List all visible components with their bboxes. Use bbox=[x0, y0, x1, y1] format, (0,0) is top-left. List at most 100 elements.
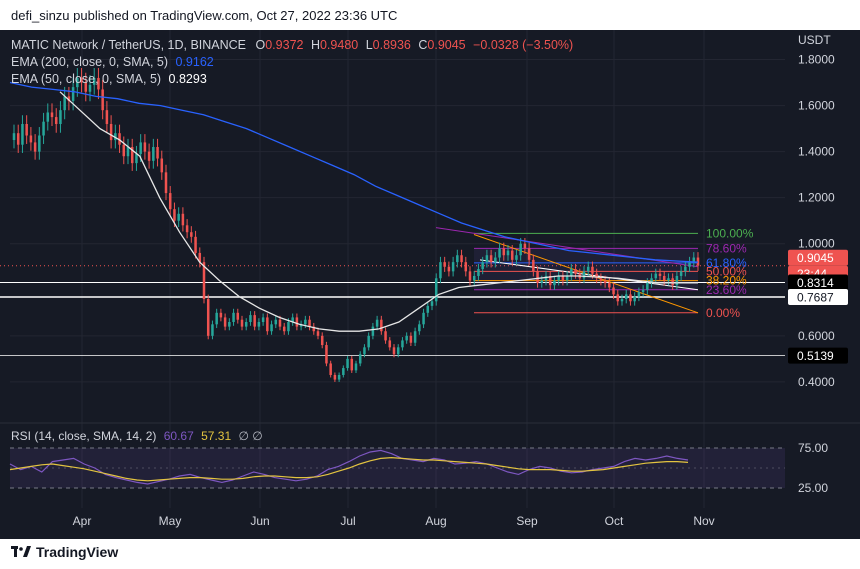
candle-body bbox=[80, 77, 83, 83]
candle-body bbox=[519, 243, 522, 256]
rsi-legend: RSI (14, close, SMA, 14, 2) 60.67 57.31 … bbox=[11, 429, 263, 443]
candle-body bbox=[460, 255, 463, 263]
candle-body bbox=[291, 317, 294, 323]
candle-body bbox=[570, 269, 573, 276]
time-axis[interactable]: Apr May Jun Jul Aug Sep Oct Nov bbox=[73, 514, 715, 528]
axis-currency: USDT bbox=[798, 33, 831, 47]
grid bbox=[10, 30, 785, 508]
time-tick-3: Jul bbox=[340, 514, 355, 528]
svg-text:RSI (14, close, SMA, 14, 2): RSI (14, close, SMA, 14, 2) 60.67 57.31 … bbox=[11, 429, 263, 443]
price-label-4: 0.5139 bbox=[797, 349, 834, 363]
candle-body bbox=[392, 347, 396, 355]
candle-body bbox=[333, 374, 337, 380]
candle-body bbox=[59, 110, 62, 124]
candle-body bbox=[498, 248, 501, 258]
candle-body bbox=[325, 345, 328, 364]
rsi-sma-line bbox=[9, 456, 689, 482]
price-chart[interactable]: 100.00%78.60%61.80%50.00%38.20%23.60% 0.0… bbox=[0, 30, 860, 539]
rsi-extra: ∅ ∅ bbox=[238, 429, 262, 443]
candle-body bbox=[489, 255, 493, 263]
fib-label-4: 38.20% bbox=[706, 274, 747, 288]
candle-body bbox=[88, 84, 92, 92]
candle-body bbox=[304, 319, 307, 325]
candle-body bbox=[434, 278, 438, 302]
rsi-line bbox=[9, 449, 689, 485]
candle-body bbox=[422, 312, 425, 325]
trendline-orange[interactable] bbox=[473, 234, 699, 314]
candle-body bbox=[329, 363, 332, 375]
candle-body bbox=[536, 271, 539, 283]
candle-body bbox=[662, 275, 666, 281]
candle-body bbox=[101, 89, 104, 111]
rsi-band bbox=[10, 448, 785, 488]
candle-body bbox=[532, 259, 535, 272]
legend-symbol: MATIC Network / TetherUS, 1D, BINANCE bbox=[11, 38, 246, 52]
legend-change: −0.0328 (−3.50%) bbox=[473, 38, 573, 52]
candle-body bbox=[118, 133, 121, 145]
candle-body bbox=[84, 82, 88, 92]
candle-body bbox=[354, 363, 358, 371]
price-axis[interactable]: 1.8000 1.6000 1.4000 1.2000 1.0000 0.6000 0.40… bbox=[788, 53, 848, 389]
rsi-value: 60.67 bbox=[164, 429, 194, 443]
candle-body bbox=[494, 257, 497, 263]
candle-body bbox=[206, 298, 210, 336]
candle-body bbox=[287, 322, 290, 332]
candle-body bbox=[667, 278, 670, 281]
candle-body bbox=[54, 117, 58, 124]
tradingview-logo[interactable]: TradingView bbox=[11, 544, 118, 560]
candle-body bbox=[215, 312, 218, 325]
candle-body bbox=[50, 112, 54, 118]
ema200-label: EMA (200, close, 0, SMA, 5) bbox=[11, 55, 168, 69]
candle-body bbox=[274, 319, 278, 325]
candle-body bbox=[439, 262, 442, 279]
candle-body bbox=[202, 262, 206, 299]
tradingview-logo-text: TradingView bbox=[36, 544, 119, 560]
ema200-line bbox=[9, 81, 699, 263]
candle-body bbox=[198, 252, 202, 263]
candle-body bbox=[156, 147, 159, 159]
price-label-box-3 bbox=[788, 288, 848, 305]
candle-body bbox=[629, 294, 632, 302]
candle-body bbox=[244, 322, 248, 327]
candle-body bbox=[173, 209, 176, 221]
candle-body bbox=[97, 77, 100, 90]
time-tick-7: Nov bbox=[693, 514, 714, 528]
candle-body bbox=[130, 147, 134, 164]
candle-body bbox=[168, 193, 172, 210]
price-label-box-2 bbox=[788, 274, 848, 291]
svg-text:EMA (200, close, 0, SMA, 5): EMA (200, close, 0, SMA, 5) 0.9162 bbox=[11, 55, 214, 69]
candle-body bbox=[679, 271, 683, 276]
time-tick-2: Jun bbox=[250, 514, 269, 528]
candle-body bbox=[591, 266, 594, 274]
time-tick-6: Oct bbox=[605, 514, 624, 528]
candle-body bbox=[143, 142, 147, 152]
candle-body bbox=[160, 158, 164, 173]
candle-body bbox=[527, 248, 531, 260]
ema50-line bbox=[59, 91, 698, 332]
candle-body bbox=[620, 298, 624, 302]
legend-open: 0.9372 bbox=[265, 38, 303, 52]
candle-body bbox=[63, 96, 66, 111]
candle-body bbox=[253, 315, 256, 327]
candle-body bbox=[181, 213, 185, 226]
candle-body bbox=[633, 296, 636, 302]
candle-body bbox=[337, 374, 341, 380]
candle-body bbox=[126, 147, 130, 157]
candle-body bbox=[582, 271, 586, 279]
time-tick-1: May bbox=[159, 514, 182, 528]
candle-body bbox=[76, 77, 79, 88]
candle-body bbox=[223, 317, 227, 327]
legend-low: 0.8936 bbox=[373, 38, 411, 52]
candle-body bbox=[481, 262, 484, 270]
legend-o-label: O bbox=[256, 38, 266, 52]
candle-body bbox=[506, 250, 510, 256]
candle-body bbox=[418, 324, 421, 332]
candle-body bbox=[71, 87, 75, 101]
candle-body bbox=[46, 112, 50, 122]
chart-frame[interactable]: 100.00% 78.60% 61.80% 50.00% 38.20% 23.60% 0.0… bbox=[0, 30, 860, 539]
rsi-tick-1: 25.00 bbox=[798, 481, 828, 495]
candle-body bbox=[540, 280, 544, 283]
legend-high: 0.9480 bbox=[320, 38, 358, 52]
candle-body bbox=[443, 262, 446, 267]
candle-body bbox=[147, 151, 151, 161]
